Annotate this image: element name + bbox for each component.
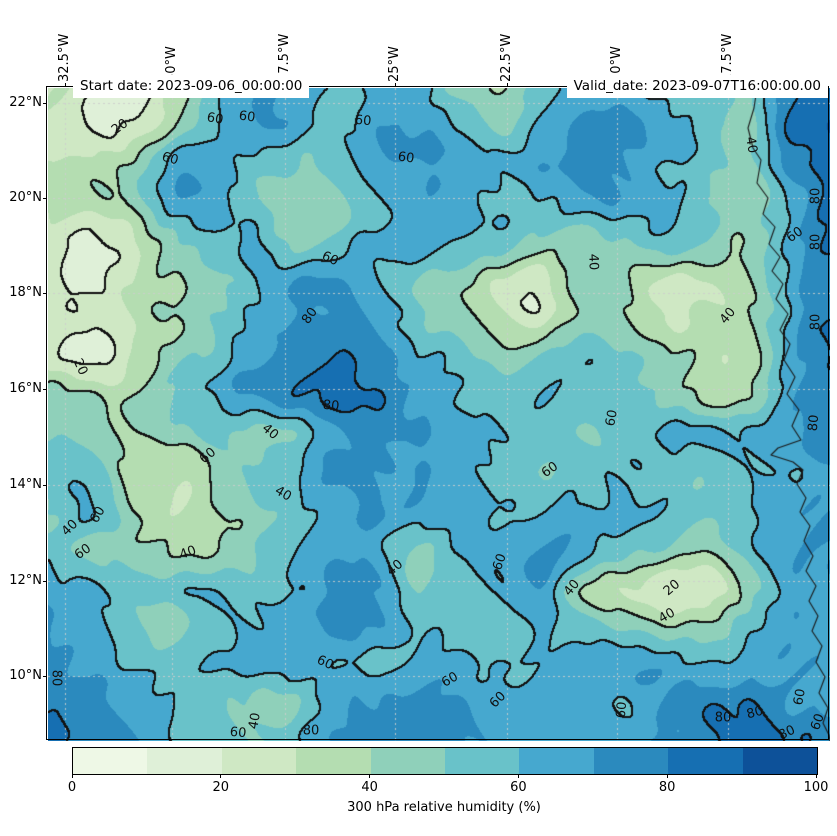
colorbar-tick-label: 100 [803,780,829,795]
contour-label: 40 [742,135,760,155]
colorbar-tickmark [815,774,817,778]
contour-label: 40 [585,253,601,271]
left-axis-tick-label: 10°N [9,668,42,683]
colorbar-tick-label: 80 [658,780,676,795]
contour-label: 60 [791,687,809,707]
left-axis-tickmark [43,102,47,104]
colorbar-segment [296,748,371,774]
valid-date-annotation: Valid_date: 2023-09-07T16:00:00.00 [566,75,828,98]
colorbar-segment [445,748,520,774]
left-axis-tick-label: 16°N [9,381,42,396]
left-axis-tickmark [43,197,47,199]
colorbar-segment [147,748,222,774]
colorbar-segment [519,748,594,774]
colorbar-segment [370,748,446,774]
left-axis-tickmark [43,388,47,390]
contour-label: 80 [714,710,732,726]
contour-label: 60 [237,108,257,126]
contour-label: 60 [613,701,631,719]
left-axis-tickmark [43,675,47,677]
contour-label: 80 [745,703,765,723]
contour-label: 80 [48,669,64,687]
colorbar-tick-label: 60 [510,780,527,795]
colorbar-tick-label: 0 [67,780,77,795]
top-axis-tickmark [506,83,508,87]
contour-label: 60 [160,149,180,169]
colorbar-tick-label: 40 [361,780,378,795]
start-date-annotation: Start date: 2023-09-06_00:00:00 [73,75,310,98]
humidity-map-canvas [48,88,830,741]
colorbar-label: 300 hPa relative humidity (%) [347,800,541,815]
colorbar-segment [742,748,818,774]
colorbar-segment [73,748,148,774]
contour-label: 60 [229,724,247,742]
top-axis-tickmark [394,83,396,87]
colorbar [72,747,818,775]
top-axis-tickmark [64,83,66,87]
contour-label: 60 [396,149,416,167]
top-axis-tick-label: 22.5°W [499,33,514,82]
contour-label: 60 [205,110,225,128]
colorbar-segment [668,748,743,774]
contour-label: 80 [302,723,320,739]
colorbar-segment [593,748,669,774]
left-axis-tickmark [43,292,47,294]
colorbar-tickmark [369,774,371,778]
colorbar-tickmark [666,774,668,778]
top-axis-tick-label: 32.5°W [57,33,72,82]
contour-label: 60 [354,112,372,130]
colorbar-tick-label: 20 [212,780,230,795]
contour-label: 60 [603,408,621,428]
colorbar-tickmark [220,774,222,778]
top-axis-tick-label: 25°W [387,46,402,82]
contour-label: 40 [246,711,264,731]
colorbar-tickmark [517,774,520,778]
contour-label: 80 [322,397,340,415]
contour-label: 80 [805,414,823,432]
contour-label: 80 [808,313,824,331]
contour-label: 80 [808,187,824,205]
left-axis-tick-label: 14°N [9,477,42,492]
left-axis-tick-label: 12°N [9,573,42,588]
left-axis-tick-label: 20°N [9,190,42,205]
left-axis-tick-label: 22°N [9,95,42,110]
left-axis-tick-label: 18°N [9,285,42,300]
left-axis-tickmark [43,580,47,582]
colorbar-tickmark [71,774,73,778]
contour-label: 80 [808,233,824,251]
colorbar-segment [221,748,297,774]
left-axis-tickmark [43,484,47,486]
